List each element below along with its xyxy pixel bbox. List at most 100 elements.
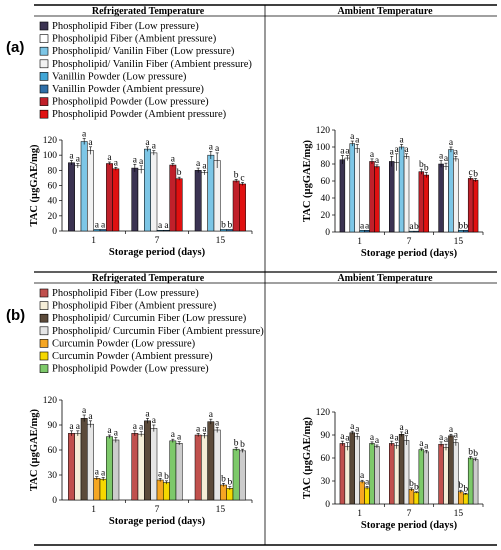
significance-letter: b (227, 220, 232, 230)
bar (232, 180, 240, 232)
significance-letter: a (133, 422, 138, 432)
bar (403, 440, 410, 505)
bar (106, 436, 113, 501)
significance-letter: a (101, 220, 106, 230)
legend-entry: Phospholipid/ Vanilin Fiber (Low pressur… (39, 46, 235, 57)
legend-label: Phospholipid Fiber (Low pressure) (52, 288, 199, 299)
legend-swatch (39, 351, 49, 361)
bar (239, 450, 246, 501)
significance-letter: a (101, 469, 106, 479)
significance-letter: a (76, 422, 81, 432)
bar (359, 481, 365, 505)
significance-letter: a (345, 147, 350, 157)
significance-letter: a (360, 221, 365, 231)
significance-letter: a (399, 135, 404, 145)
bar (472, 459, 479, 505)
bar (194, 170, 202, 232)
bar (443, 447, 449, 505)
header-b-right: Ambient Temperature (337, 273, 433, 284)
legend-entry: Phospholipid Powder (Ambient pressure) (39, 109, 227, 120)
significance-letter: b (424, 164, 429, 174)
significance-letter: a (350, 132, 355, 142)
significance-letter: a (449, 138, 454, 148)
legend-entry: Phospholipid/ Curcumin Fiber (Ambient pr… (39, 326, 264, 337)
significance-letter: b (419, 160, 424, 170)
bar (438, 443, 444, 505)
bar (344, 157, 351, 233)
significance-letter: a (88, 412, 93, 422)
bar (137, 433, 145, 501)
significance-letter: a (454, 431, 459, 441)
panel-label-b: (b) (6, 307, 25, 324)
y-tick-label: 30 (321, 477, 331, 487)
bar (87, 150, 94, 232)
legend-label: Phospholipid/ Curcumin Fiber (Low pressu… (52, 313, 247, 324)
significance-letter: b (234, 439, 239, 449)
significance-letter: a (439, 433, 444, 443)
legend-entry: Phospholipid Fiber (Low pressure) (39, 21, 199, 32)
x-tick-label: 15 (216, 236, 226, 246)
significance-letter: a (82, 129, 87, 139)
significance-letter: a (370, 433, 375, 443)
significance-letter: a (95, 468, 100, 478)
bar (403, 156, 410, 233)
bar (226, 488, 234, 501)
bar (374, 166, 380, 233)
y-tick-label: 0 (325, 500, 330, 510)
bar (74, 165, 82, 232)
header-a-left: Refrigerated Temperature (92, 6, 205, 17)
significance-letter: a (454, 147, 459, 157)
bar (364, 487, 370, 505)
legend-entry: Phospholipid/ Vanilin Fiber (Ambient pre… (39, 59, 252, 70)
significance-letter: a (152, 142, 157, 152)
significance-letter: a (177, 433, 182, 443)
legend-entry: Phospholipid/ Curcumin Fiber (Low pressu… (39, 313, 247, 324)
significance-letter: a (215, 419, 220, 429)
y-axis-label: TAC (µgGAE/mg) (302, 140, 313, 222)
y-tick-label: 80 (321, 160, 331, 170)
y-axis-label: TAC (µgGAE/mg) (29, 409, 40, 491)
significance-letter: a (114, 429, 119, 439)
legend-entry: Vanillin Powder (Ambient pressure) (39, 84, 204, 95)
y-axis-label: TAC (µgGAE/mg) (302, 417, 313, 499)
significance-letter: a (449, 425, 454, 435)
bar (144, 148, 151, 232)
significance-letter: a (360, 471, 365, 481)
significance-letter: a (202, 424, 207, 434)
significance-letter: b (463, 221, 468, 231)
legend-swatch (39, 301, 49, 310)
bar (438, 163, 444, 233)
y-tick-label: 120 (43, 396, 58, 406)
significance-letter: a (107, 153, 112, 163)
y-tick-label: 0 (52, 227, 57, 237)
bar (339, 443, 346, 505)
bar (453, 442, 459, 505)
legend-swatch (39, 326, 49, 336)
bar (163, 482, 170, 501)
bar (339, 159, 346, 233)
bar (194, 434, 202, 501)
y-tick-label: 20 (48, 212, 58, 222)
bar (169, 164, 177, 232)
bar (112, 439, 120, 501)
bar (220, 484, 227, 501)
significance-letter: a (145, 409, 150, 419)
bar (467, 457, 474, 505)
legend-swatch (39, 72, 49, 81)
bar (131, 167, 139, 232)
panel-label-a: (a) (6, 39, 24, 56)
header-b-left: Refrigerated Temperature (92, 273, 205, 284)
legend-label: Curcumin Powder (Low pressure) (52, 338, 196, 349)
legend-label: Phospholipid/ Vanilin Fiber (Low pressur… (52, 46, 235, 57)
significance-letter: a (409, 222, 414, 232)
significance-letter: b (458, 481, 463, 491)
bar (175, 178, 183, 232)
y-tick-label: 100 (316, 143, 331, 153)
significance-letter: a (69, 151, 74, 161)
y-tick-label: 90 (321, 431, 331, 441)
legend-label: Curcumin Powder (Ambient pressure) (52, 351, 213, 362)
bar (201, 172, 208, 232)
bar (239, 183, 246, 232)
bar (207, 154, 215, 232)
